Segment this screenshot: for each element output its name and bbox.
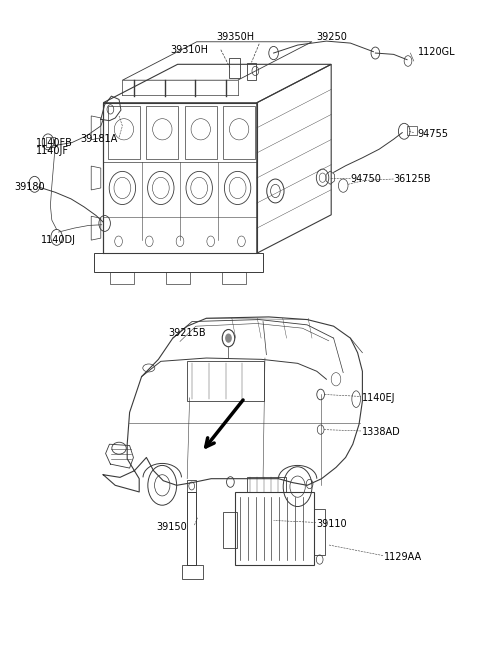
Text: 39250: 39250 xyxy=(317,32,348,42)
Bar xyxy=(94,253,263,272)
Text: 1120GL: 1120GL xyxy=(418,46,455,57)
Text: 1338AD: 1338AD xyxy=(362,427,401,438)
Bar xyxy=(187,361,264,401)
Bar xyxy=(407,126,417,135)
Text: 1129AA: 1129AA xyxy=(384,552,422,562)
Bar xyxy=(223,512,237,548)
Text: 1140DJ: 1140DJ xyxy=(41,235,76,245)
Text: 94755: 94755 xyxy=(418,129,449,139)
Bar xyxy=(108,106,140,159)
Text: 39150: 39150 xyxy=(156,522,187,532)
Bar xyxy=(229,58,240,78)
Bar xyxy=(223,106,255,159)
Text: 1140EJ: 1140EJ xyxy=(362,392,396,403)
Text: 94750: 94750 xyxy=(350,174,381,184)
Bar xyxy=(222,272,246,284)
Text: 39181A: 39181A xyxy=(80,134,118,145)
Bar xyxy=(185,106,217,159)
Bar xyxy=(247,477,286,492)
Text: 1140JF: 1140JF xyxy=(36,146,69,156)
Text: 39310H: 39310H xyxy=(171,44,209,55)
Text: 36125B: 36125B xyxy=(394,174,431,184)
Bar xyxy=(314,509,325,555)
Bar xyxy=(247,63,256,80)
Text: 39110: 39110 xyxy=(317,518,348,529)
Circle shape xyxy=(225,333,232,343)
Bar xyxy=(235,492,314,565)
Bar xyxy=(166,272,190,284)
Text: 1140FB: 1140FB xyxy=(36,137,73,148)
Text: 39215B: 39215B xyxy=(169,328,206,339)
Bar xyxy=(187,480,196,492)
Text: 39350H: 39350H xyxy=(216,32,254,42)
Bar xyxy=(46,137,55,147)
Bar xyxy=(146,106,179,159)
Bar xyxy=(110,272,134,284)
Text: 39180: 39180 xyxy=(14,182,45,192)
Bar xyxy=(187,492,196,565)
Bar xyxy=(182,565,204,579)
